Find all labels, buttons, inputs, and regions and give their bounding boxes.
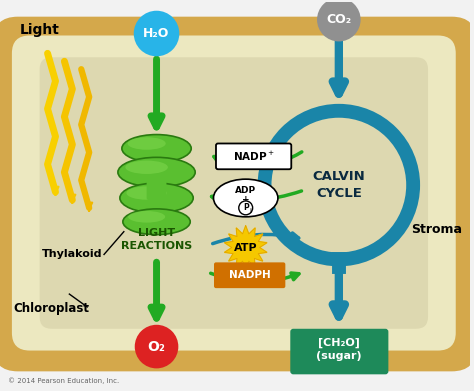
- Text: CO₂: CO₂: [326, 13, 351, 26]
- Circle shape: [257, 104, 420, 266]
- Text: Thylakoid: Thylakoid: [42, 249, 102, 260]
- Ellipse shape: [123, 209, 190, 235]
- Text: [CH₂O]
(sugar): [CH₂O] (sugar): [316, 338, 362, 361]
- FancyBboxPatch shape: [216, 143, 292, 169]
- FancyBboxPatch shape: [290, 329, 388, 374]
- Ellipse shape: [128, 211, 165, 222]
- Ellipse shape: [120, 183, 193, 213]
- FancyBboxPatch shape: [146, 174, 166, 200]
- Circle shape: [135, 325, 178, 368]
- Text: O₂: O₂: [147, 340, 165, 353]
- Text: Light: Light: [20, 23, 60, 36]
- Text: H₂O: H₂O: [143, 27, 170, 40]
- Ellipse shape: [128, 137, 166, 150]
- Circle shape: [239, 201, 253, 215]
- Text: NADP$^+$: NADP$^+$: [233, 150, 274, 163]
- Text: ATP: ATP: [234, 242, 257, 253]
- Circle shape: [272, 118, 406, 253]
- Text: ADP
+: ADP +: [235, 186, 256, 204]
- Text: NADPH: NADPH: [229, 270, 271, 280]
- FancyBboxPatch shape: [0, 17, 474, 371]
- FancyBboxPatch shape: [40, 57, 428, 329]
- Circle shape: [134, 11, 179, 56]
- Text: Stroma: Stroma: [411, 223, 462, 236]
- Text: © 2014 Pearson Education, Inc.: © 2014 Pearson Education, Inc.: [8, 377, 119, 384]
- Circle shape: [317, 0, 361, 41]
- Polygon shape: [225, 226, 267, 269]
- Ellipse shape: [118, 157, 195, 187]
- Text: LIGHT
REACTIONS: LIGHT REACTIONS: [121, 228, 192, 251]
- Text: CALVIN
CYCLE: CALVIN CYCLE: [312, 170, 365, 200]
- Text: i: i: [250, 208, 252, 214]
- Text: P: P: [243, 203, 248, 212]
- Text: Chloroplast: Chloroplast: [14, 303, 90, 316]
- FancyBboxPatch shape: [12, 36, 456, 351]
- Ellipse shape: [126, 161, 168, 174]
- Ellipse shape: [122, 135, 191, 162]
- Ellipse shape: [127, 187, 167, 200]
- FancyBboxPatch shape: [214, 262, 285, 288]
- Ellipse shape: [213, 179, 278, 217]
